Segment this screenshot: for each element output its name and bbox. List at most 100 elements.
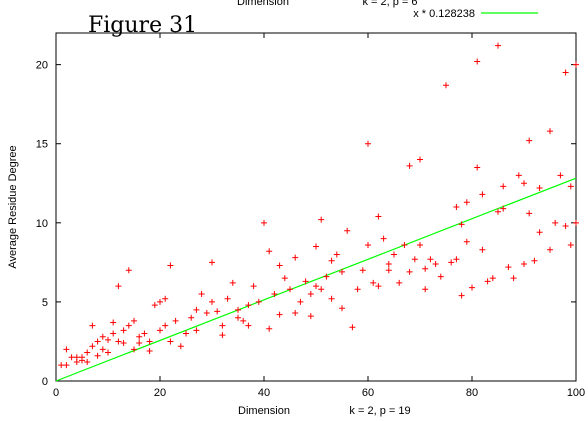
data-point bbox=[380, 235, 387, 242]
x-tick-label: 60 bbox=[362, 387, 374, 399]
data-point bbox=[177, 343, 184, 350]
data-point bbox=[125, 322, 132, 329]
data-point bbox=[73, 359, 80, 366]
fit-line bbox=[55, 177, 577, 382]
data-point bbox=[458, 221, 465, 228]
data-point bbox=[521, 260, 527, 267]
data-point bbox=[302, 278, 309, 285]
clipped-params: k = 2, p = 6 bbox=[362, 0, 417, 8]
data-point bbox=[224, 295, 231, 302]
data-point bbox=[276, 262, 283, 269]
data-point bbox=[396, 279, 403, 286]
data-point bbox=[406, 268, 413, 275]
data-point bbox=[515, 172, 522, 179]
x-tick-label: 0 bbox=[53, 387, 59, 399]
data-point bbox=[359, 267, 366, 274]
data-point bbox=[99, 346, 106, 353]
data-point bbox=[188, 314, 195, 321]
data-point bbox=[287, 286, 293, 293]
y-tick-label: 20 bbox=[36, 60, 48, 72]
data-point bbox=[89, 322, 96, 329]
data-point bbox=[463, 199, 470, 206]
data-point bbox=[505, 264, 512, 271]
x-axis-ticks: 0 20 40 60 80 100 bbox=[53, 33, 585, 399]
data-point bbox=[183, 330, 189, 337]
data-point bbox=[172, 317, 179, 324]
data-point bbox=[427, 256, 434, 263]
y-tick-label: 10 bbox=[36, 218, 48, 230]
legend-label: x * 0.128238 bbox=[413, 8, 475, 20]
data-point bbox=[562, 69, 569, 76]
data-point bbox=[344, 227, 351, 234]
data-point bbox=[469, 284, 475, 291]
data-point bbox=[422, 286, 429, 293]
x-tick-label: 80 bbox=[466, 387, 478, 399]
legend: x * 0.128238 bbox=[413, 8, 538, 20]
data-point bbox=[115, 338, 122, 345]
data-point bbox=[313, 283, 319, 290]
data-point bbox=[120, 327, 127, 334]
scatter-points bbox=[58, 42, 579, 369]
data-point bbox=[151, 302, 158, 309]
x-axis-label: Dimension bbox=[238, 405, 290, 417]
data-point bbox=[385, 267, 392, 274]
data-point bbox=[203, 309, 210, 316]
data-point bbox=[193, 327, 200, 334]
data-point bbox=[209, 259, 215, 266]
data-point bbox=[219, 332, 226, 339]
data-point bbox=[58, 362, 65, 369]
data-point bbox=[162, 295, 169, 302]
data-point bbox=[552, 219, 559, 226]
data-point bbox=[68, 354, 75, 361]
x-tick-label: 100 bbox=[567, 387, 585, 399]
data-point bbox=[562, 222, 569, 229]
data-point bbox=[240, 317, 247, 324]
data-point bbox=[458, 292, 465, 299]
data-point bbox=[250, 283, 257, 290]
data-point bbox=[84, 359, 91, 366]
data-point bbox=[375, 283, 382, 290]
data-point bbox=[474, 164, 481, 171]
data-point bbox=[271, 291, 278, 297]
data-point bbox=[167, 338, 174, 345]
data-point bbox=[500, 183, 507, 190]
data-point bbox=[157, 327, 163, 334]
data-point bbox=[453, 204, 460, 210]
data-point bbox=[318, 286, 325, 293]
plot-frame bbox=[55, 32, 577, 382]
data-point bbox=[557, 172, 564, 179]
data-point bbox=[281, 275, 288, 282]
data-point bbox=[339, 305, 345, 312]
data-point bbox=[115, 283, 122, 290]
data-point bbox=[349, 324, 356, 331]
data-point bbox=[510, 275, 517, 282]
data-point bbox=[411, 256, 418, 263]
data-point bbox=[391, 251, 397, 258]
data-point bbox=[229, 279, 236, 286]
data-point bbox=[333, 251, 340, 258]
data-point bbox=[167, 262, 174, 269]
data-point bbox=[448, 259, 455, 266]
data-point bbox=[63, 346, 70, 353]
data-point bbox=[245, 322, 252, 329]
params-label: k = 2, p = 19 bbox=[349, 405, 410, 417]
data-point bbox=[547, 246, 553, 253]
data-point bbox=[536, 229, 543, 236]
data-point bbox=[526, 137, 533, 144]
data-point bbox=[479, 246, 486, 253]
data-point bbox=[521, 180, 527, 187]
data-point bbox=[110, 330, 117, 337]
data-point bbox=[292, 309, 299, 316]
data-point bbox=[375, 213, 382, 220]
data-point bbox=[245, 302, 252, 309]
data-point bbox=[105, 349, 111, 356]
data-point bbox=[354, 286, 361, 293]
data-point bbox=[255, 298, 262, 305]
data-point bbox=[141, 330, 148, 337]
data-point bbox=[406, 162, 413, 169]
data-point bbox=[573, 61, 579, 68]
data-point bbox=[136, 340, 143, 347]
data-point bbox=[63, 362, 70, 369]
data-point bbox=[99, 333, 106, 340]
data-point bbox=[84, 349, 91, 356]
